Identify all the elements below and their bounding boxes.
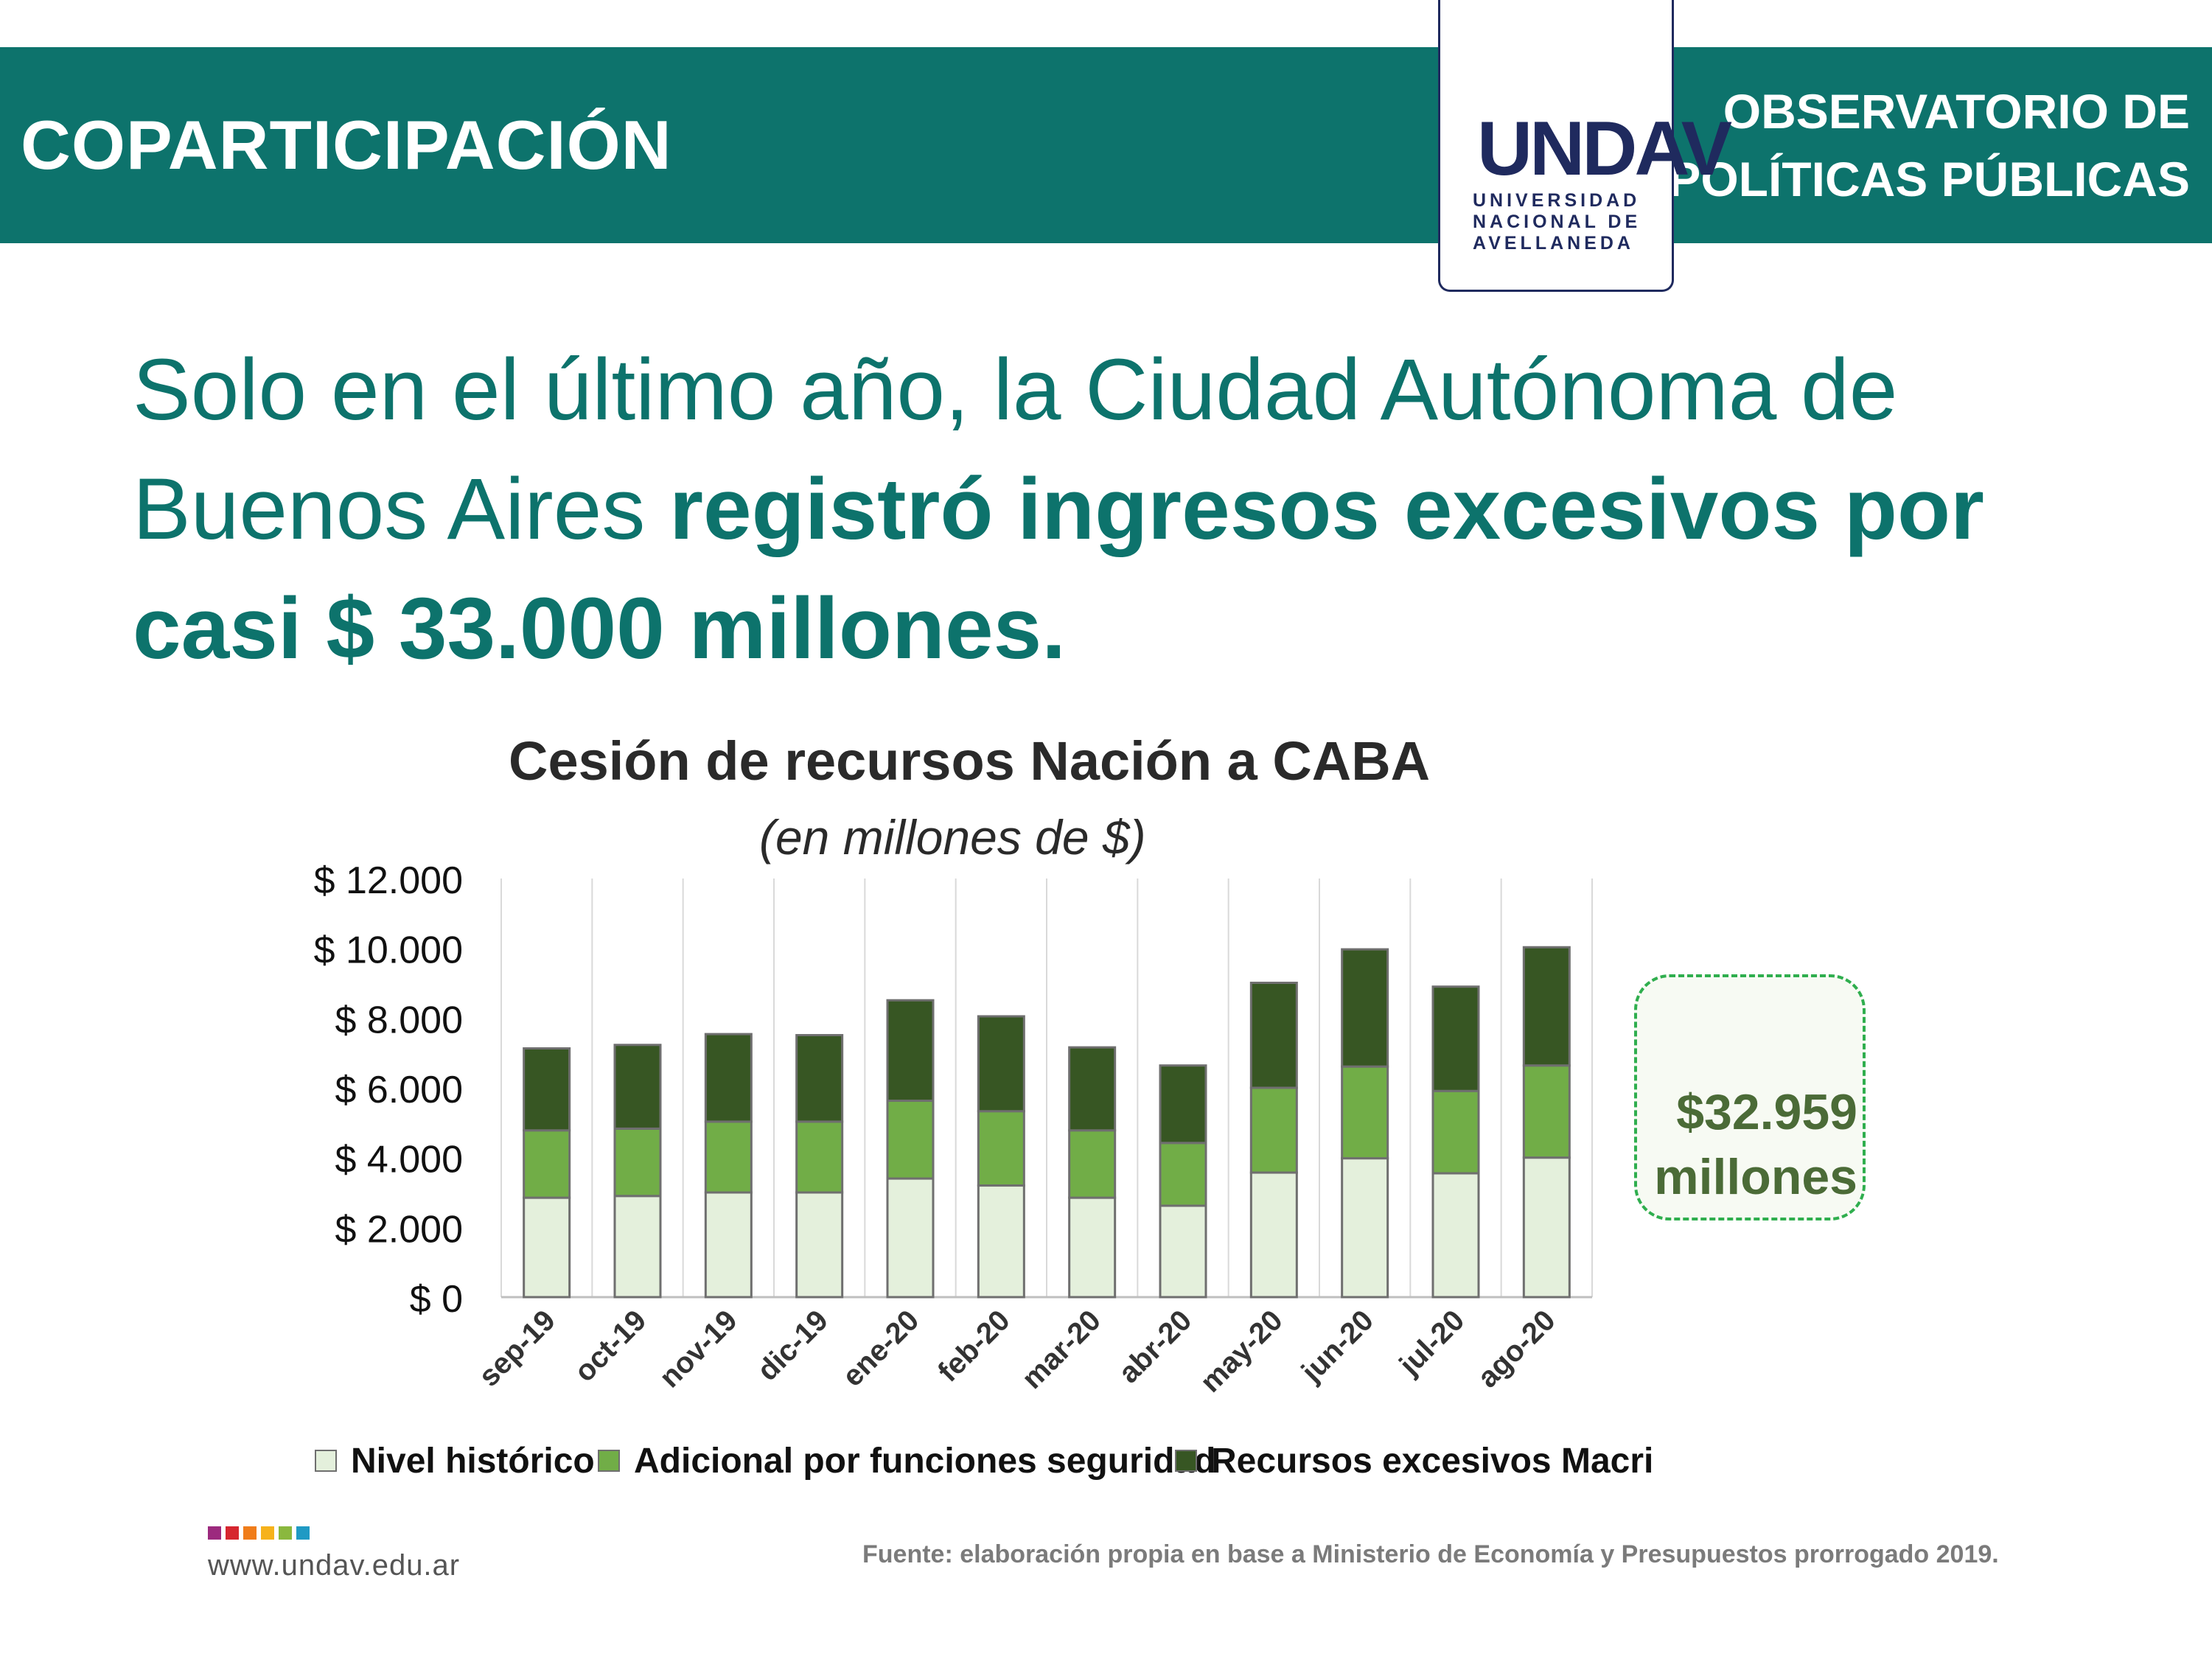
headline: Solo en el último año, la Ciudad Autónom… xyxy=(133,330,2167,688)
bar-segment xyxy=(886,1100,935,1180)
x-tick-label: feb-20 xyxy=(932,1304,1016,1388)
x-tick-label: nov-19 xyxy=(653,1304,743,1394)
bar-segment xyxy=(1341,1157,1389,1299)
bar-segment xyxy=(1249,1086,1298,1174)
bar-segment xyxy=(613,1127,662,1198)
bar-segment xyxy=(1068,1046,1117,1132)
y-tick-label: $ 6.000 xyxy=(335,1069,464,1111)
bar-segment xyxy=(886,1177,935,1299)
bar-segment xyxy=(1431,1172,1480,1299)
bar-segment xyxy=(1249,1171,1298,1299)
bar-segment xyxy=(523,1129,571,1199)
bar-segment xyxy=(795,1120,844,1194)
headline-normal: Solo en el último año, la Ciudad Autónom… xyxy=(133,341,1898,558)
bar-segment xyxy=(523,1196,571,1299)
bar-segment xyxy=(1159,1142,1207,1207)
legend-label: Adicional por funciones seguridad xyxy=(634,1442,1215,1481)
total-unit: millones xyxy=(1654,1149,1857,1205)
brand-dot xyxy=(243,1526,257,1540)
x-tick-label: oct-19 xyxy=(568,1304,652,1388)
logo-line1: UNIVERSIDAD xyxy=(1473,190,1641,211)
x-tick-label: ago-20 xyxy=(1471,1304,1561,1394)
bar-segment xyxy=(704,1120,753,1194)
y-tick-label: $ 12.000 xyxy=(314,859,463,902)
brand-dot xyxy=(296,1526,310,1540)
legend-swatch xyxy=(1175,1450,1197,1472)
x-tick-label: jul-20 xyxy=(1393,1304,1471,1382)
observatory-title: OBSERVATORIO DE POLÍTICAS PÚBLICAS xyxy=(1668,47,2190,243)
x-tick-label: abr-20 xyxy=(1112,1304,1198,1389)
bar-segment xyxy=(613,1044,662,1130)
bar-segment xyxy=(1431,1089,1480,1175)
bar-segment xyxy=(1068,1129,1117,1199)
brand-dot xyxy=(261,1526,274,1540)
legend-label: Recursos excesivos Macri xyxy=(1211,1442,1653,1481)
bar-segment xyxy=(977,1184,1025,1299)
bar-segment xyxy=(795,1034,844,1123)
logo-line3: AVELLANEDA xyxy=(1473,233,1634,254)
logo-line2: NACIONAL DE xyxy=(1473,212,1641,232)
legend-swatch xyxy=(598,1450,620,1472)
bar-segment xyxy=(1341,1065,1389,1160)
legend-swatch xyxy=(315,1450,337,1472)
bar-segment xyxy=(613,1195,662,1299)
brand-dot xyxy=(226,1526,239,1540)
website-url: www.undav.edu.ar xyxy=(208,1549,461,1582)
bar-segment xyxy=(704,1191,753,1299)
legend-label: Nivel histórico xyxy=(351,1442,595,1481)
source-note: Fuente: elaboración propia en base a Min… xyxy=(862,1540,1999,1568)
brand-dots xyxy=(208,1526,310,1540)
headline-bold: registró ingresos excesivos por casi $ 3… xyxy=(133,461,1984,677)
x-tick-label: mar-20 xyxy=(1016,1304,1107,1395)
bar-segment xyxy=(1341,948,1389,1068)
total-callout-text: $32.959 millones xyxy=(1644,1080,1857,1209)
undav-logo-mark: UNDAV xyxy=(1477,106,1732,192)
y-tick-label: $ 10.000 xyxy=(314,929,463,972)
bar-segment xyxy=(1431,985,1480,1092)
brand-dot xyxy=(208,1526,221,1540)
bar-segment xyxy=(1249,982,1298,1089)
x-tick-label: jun-20 xyxy=(1295,1304,1380,1389)
bar-segment xyxy=(1522,1064,1571,1159)
bar-segment xyxy=(977,1110,1025,1187)
total-callout xyxy=(1634,974,1866,1220)
header-banner xyxy=(0,47,2212,243)
bar-segment xyxy=(1159,1064,1207,1145)
y-tick-label: $ 8.000 xyxy=(335,999,464,1041)
chart-subtitle: (en millones de $) xyxy=(759,810,1146,865)
bar-segment xyxy=(795,1191,844,1299)
undav-logo: UNDAV UNIVERSIDAD NACIONAL DE AVELLANEDA xyxy=(1438,0,1732,292)
brand-dot xyxy=(279,1526,292,1540)
total-value: $32.959 xyxy=(1676,1084,1857,1140)
y-tick-label: $ 0 xyxy=(410,1278,463,1321)
x-tick-label: sep-19 xyxy=(472,1304,562,1393)
bar-segment xyxy=(1522,1156,1571,1299)
x-tick-label: ene-20 xyxy=(837,1304,926,1393)
observatory-title-line2: POLÍTICAS PÚBLICAS xyxy=(1668,152,2190,206)
bar-segment xyxy=(1159,1204,1207,1299)
section-title: COPARTICIPACIÓN xyxy=(21,106,672,184)
bar-segment xyxy=(886,999,935,1103)
y-tick-label: $ 4.000 xyxy=(335,1139,464,1181)
bar-segment xyxy=(1068,1196,1117,1299)
x-tick-label: may-20 xyxy=(1194,1304,1289,1399)
chart-title: Cesión de recursos Nación a CABA xyxy=(509,730,1431,792)
x-tick-label: dic-19 xyxy=(751,1304,834,1387)
observatory-title-line1: OBSERVATORIO DE xyxy=(1723,84,2190,139)
bar-segment xyxy=(1522,946,1571,1067)
bar-segment xyxy=(523,1047,571,1132)
undav-logo-text: UNIVERSIDAD NACIONAL DE AVELLANEDA xyxy=(1473,190,1650,254)
y-tick-label: $ 2.000 xyxy=(335,1208,464,1251)
bar-segment xyxy=(977,1015,1025,1113)
bar-segment xyxy=(704,1033,753,1123)
